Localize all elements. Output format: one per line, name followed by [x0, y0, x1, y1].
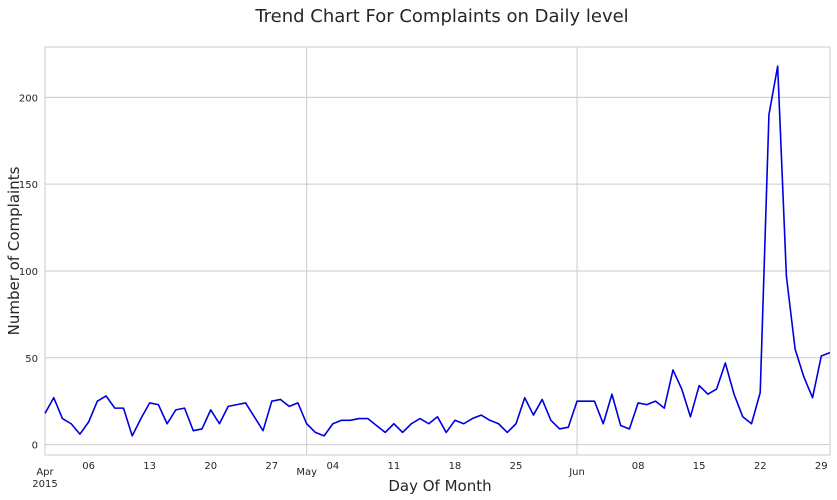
y-tick-label: 150 — [19, 180, 38, 191]
x-minor-tick-label: 18 — [449, 461, 462, 472]
x-minor-tick-label: 22 — [754, 461, 767, 472]
series-line — [44, 65, 831, 437]
y-tick-label: 100 — [19, 267, 38, 278]
y-tick-labels: 0 50 100 150 200 — [19, 93, 38, 451]
y-tick-label: 0 — [32, 441, 38, 452]
y-tick-label: 50 — [25, 354, 38, 365]
x-minor-tick-label: 08 — [632, 461, 645, 472]
chart-title: Trend Chart For Complaints on Daily leve… — [254, 6, 628, 27]
x-minor-tick-label: 29 — [815, 461, 828, 472]
x-minor-tick-label: 25 — [510, 461, 523, 472]
x-minor-tick-label: 15 — [693, 461, 706, 472]
x-minor-tick-label: 27 — [265, 461, 278, 472]
y-axis-label: Number of Complaints — [5, 166, 23, 335]
grid-lines — [44, 47, 830, 455]
x-minor-tick-label: 06 — [82, 461, 95, 472]
x-major-tick-label: Jun — [568, 467, 585, 478]
x-major-tick-sublabel: 2015 — [32, 479, 57, 490]
x-minor-tick-label: 13 — [143, 461, 156, 472]
plot-background — [44, 46, 831, 456]
x-major-tick-label: May — [296, 467, 317, 478]
y-tick-label: 200 — [19, 93, 38, 104]
x-major-tick-label: Apr — [36, 467, 54, 478]
x-minor-tick-label: 11 — [388, 461, 401, 472]
x-axis-label: Day Of Month — [388, 477, 491, 495]
x-minor-tick-label: 20 — [204, 461, 217, 472]
x-minor-tick-label: 04 — [326, 461, 339, 472]
